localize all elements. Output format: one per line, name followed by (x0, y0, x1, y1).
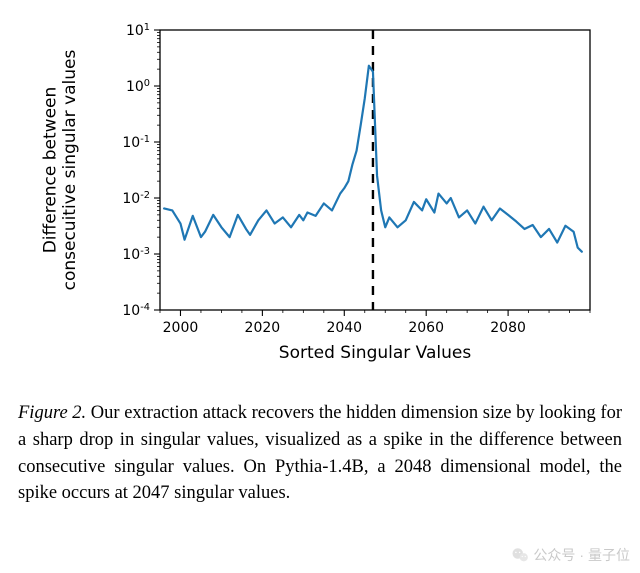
singular-value-chart: 2000 2020 2040 2060 2080 10-4 10-3 10-2 10-1 100 1… (30, 10, 610, 380)
figure-label: Figure 2. (18, 403, 86, 423)
svg-text:10-3: 10-3 (122, 246, 150, 264)
svg-text:10-1: 10-1 (122, 134, 150, 152)
chart-svg: 2000 2020 2040 2060 2080 10-4 10-3 10-2 10-1 100 1… (30, 10, 610, 380)
watermark: 公众号 · 量子位 (511, 545, 630, 565)
figure-caption: Figure 2. Our extraction attack recovers… (18, 400, 622, 507)
svg-text:2080: 2080 (490, 320, 526, 336)
svg-text:2060: 2060 (408, 320, 444, 336)
svg-text:100: 100 (126, 78, 150, 96)
page-root: 2000 2020 2040 2060 2080 10-4 10-3 10-2 10-1 100 1… (0, 0, 640, 573)
svg-text:Sorted Singular Values: Sorted Singular Values (279, 343, 472, 363)
watermark-name: 量子位 (588, 545, 630, 565)
svg-text:2040: 2040 (326, 320, 362, 336)
figure-caption-text: Our extraction attack recovers the hidde… (18, 403, 622, 503)
watermark-sep: · (579, 547, 584, 563)
svg-text:10-4: 10-4 (122, 302, 150, 320)
svg-text:2000: 2000 (163, 320, 199, 336)
svg-text:2020: 2020 (245, 320, 281, 336)
svg-text:Difference betweenconsecuitive: Difference betweenconsecuitive singular … (41, 49, 81, 290)
wechat-icon (511, 546, 529, 564)
svg-text:101: 101 (126, 22, 150, 40)
svg-text:10-2: 10-2 (122, 190, 150, 208)
watermark-prefix: 公众号 (533, 545, 575, 565)
